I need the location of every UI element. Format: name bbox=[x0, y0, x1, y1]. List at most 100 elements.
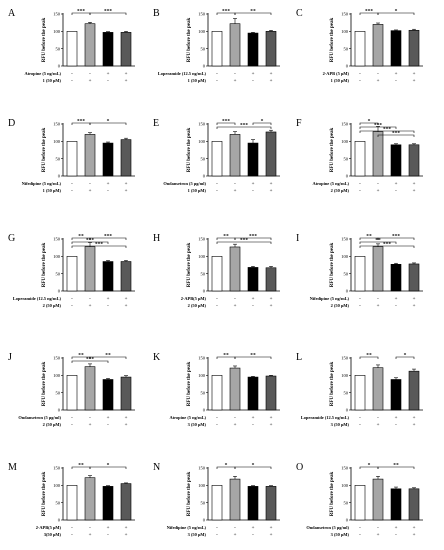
condition-sign-o-2-4: + bbox=[413, 533, 416, 538]
y-tick-label-i-3: 150 bbox=[341, 237, 349, 242]
condition-label-e-2: 1 (50 μM) bbox=[188, 188, 207, 193]
condition-sign-a-1-1: - bbox=[71, 72, 73, 77]
condition-sign-g-1-4: + bbox=[125, 297, 128, 302]
bar-h-4 bbox=[265, 267, 277, 292]
panel-letter-k: K bbox=[153, 352, 161, 363]
condition-sign-f-1-3: + bbox=[395, 182, 398, 187]
y-tick-label-c-3: 150 bbox=[341, 12, 349, 17]
condition-sign-n-2-1: - bbox=[216, 533, 218, 538]
condition-sign-h-2-4: + bbox=[270, 304, 273, 309]
bar-i-2 bbox=[372, 246, 384, 292]
bar-g-4 bbox=[120, 261, 132, 292]
condition-sign-c-2-3: - bbox=[395, 79, 397, 84]
condition-sign-i-2-3: - bbox=[395, 304, 397, 309]
condition-sign-j-1-2: - bbox=[89, 416, 91, 421]
y-tick-label-a-3: 150 bbox=[53, 12, 61, 17]
condition-sign-f-2-1: - bbox=[359, 189, 361, 194]
bar-l-4 bbox=[408, 370, 420, 411]
significance-label-i-1: ** bbox=[366, 233, 372, 239]
condition-sign-h-2-2: + bbox=[234, 304, 237, 309]
significance-bracket-m-2 bbox=[89, 466, 127, 469]
bar-g-2 bbox=[84, 246, 96, 292]
condition-sign-a-1-3: + bbox=[107, 72, 110, 77]
condition-sign-d-2-1: - bbox=[71, 189, 73, 194]
y-tick-label-b-2: 100 bbox=[198, 29, 206, 34]
condition-sign-j-2-4: + bbox=[125, 423, 128, 428]
significance-label-g-3: *** bbox=[86, 237, 95, 243]
condition-sign-d-1-4: + bbox=[125, 182, 128, 187]
significance-label-f-3: *** bbox=[383, 126, 392, 132]
y-tick-label-o-0: 0 bbox=[346, 518, 349, 523]
significance-label-k-2: ** bbox=[250, 352, 256, 358]
bar-j-1 bbox=[66, 375, 78, 411]
bar-c-1 bbox=[354, 31, 366, 67]
condition-sign-a-2-2: + bbox=[89, 79, 92, 84]
y-tick-label-d-0: 0 bbox=[58, 174, 61, 179]
bar-k-2 bbox=[229, 367, 241, 411]
condition-sign-i-2-2: + bbox=[377, 304, 380, 309]
condition-label-i-2: 2 (50 μM) bbox=[331, 303, 350, 308]
y-tick-label-b-0: 0 bbox=[203, 64, 206, 69]
condition-sign-d-1-2: - bbox=[89, 182, 91, 187]
condition-sign-l-1-2: - bbox=[377, 416, 379, 421]
significance-bracket-f-2 bbox=[359, 126, 397, 129]
condition-label-g-2: 2 (50 μM) bbox=[43, 303, 62, 308]
significance-label-g-1: ** bbox=[78, 233, 84, 239]
y-tick-label-e-0: 0 bbox=[203, 174, 206, 179]
significance-bracket-k-2 bbox=[234, 356, 272, 359]
condition-sign-g-1-1: - bbox=[71, 297, 73, 302]
significance-label-h-2: *** bbox=[249, 233, 258, 239]
condition-label-l-2: 3 (50 μM) bbox=[331, 422, 350, 427]
condition-sign-b-1-1: - bbox=[216, 72, 218, 77]
bar-f-3 bbox=[390, 144, 402, 177]
condition-sign-f-1-4: + bbox=[413, 182, 416, 187]
y-tick-label-i-2: 100 bbox=[341, 254, 349, 259]
condition-sign-c-2-1: - bbox=[359, 79, 361, 84]
bar-o-3 bbox=[390, 488, 402, 521]
significance-label-l-1: ** bbox=[366, 352, 372, 358]
bar-m-2 bbox=[84, 477, 96, 521]
significance-label-h-1: ** bbox=[223, 233, 229, 239]
significance-label-f-4: *** bbox=[392, 130, 401, 136]
condition-sign-g-2-3: - bbox=[107, 304, 109, 309]
y-tick-label-m-1: 50 bbox=[56, 500, 61, 505]
condition-sign-f-2-4: + bbox=[413, 189, 416, 194]
y-tick-label-j-0: 0 bbox=[58, 408, 61, 413]
condition-sign-d-2-4: + bbox=[125, 189, 128, 194]
significance-bracket-n-2 bbox=[234, 466, 272, 469]
bar-f-1 bbox=[354, 141, 366, 177]
condition-sign-i-1-3: + bbox=[395, 297, 398, 302]
significance-label-n-2: * bbox=[252, 462, 255, 468]
condition-sign-l-2-2: + bbox=[377, 423, 380, 428]
condition-sign-l-1-1: - bbox=[359, 416, 361, 421]
condition-sign-k-1-2: - bbox=[234, 416, 236, 421]
bar-m-1 bbox=[66, 485, 78, 521]
condition-sign-a-2-4: + bbox=[125, 79, 128, 84]
y-axis-label-d: RFU before the peak bbox=[42, 128, 47, 173]
condition-sign-j-1-3: + bbox=[107, 416, 110, 421]
bar-h-3 bbox=[247, 267, 259, 292]
condition-sign-i-1-2: - bbox=[377, 297, 379, 302]
panel-letter-m: M bbox=[8, 462, 17, 473]
significance-label-j-1: ** bbox=[78, 352, 84, 358]
condition-sign-n-1-3: + bbox=[252, 526, 255, 531]
condition-label-n-1: Nifedipine (5 ng/mL) bbox=[167, 525, 207, 530]
y-axis-label-c: RFU before the peak bbox=[330, 18, 335, 63]
condition-sign-a-1-4: + bbox=[125, 72, 128, 77]
y-tick-label-j-3: 150 bbox=[53, 356, 61, 361]
bar-b-2 bbox=[229, 23, 241, 67]
panel-letter-o: O bbox=[296, 462, 303, 473]
condition-sign-b-2-4: + bbox=[270, 79, 273, 84]
condition-label-n-2: 3 (50 μM) bbox=[188, 532, 207, 537]
condition-sign-i-1-4: + bbox=[413, 297, 416, 302]
significance-bracket-j-3 bbox=[71, 360, 109, 363]
significance-label-i-4: *** bbox=[383, 241, 392, 247]
y-tick-label-n-1: 50 bbox=[201, 500, 206, 505]
condition-sign-h-1-1: - bbox=[216, 297, 218, 302]
significance-bracket-o-2 bbox=[377, 466, 415, 469]
condition-sign-a-2-3: - bbox=[107, 79, 109, 84]
y-tick-label-c-1: 50 bbox=[344, 46, 349, 51]
